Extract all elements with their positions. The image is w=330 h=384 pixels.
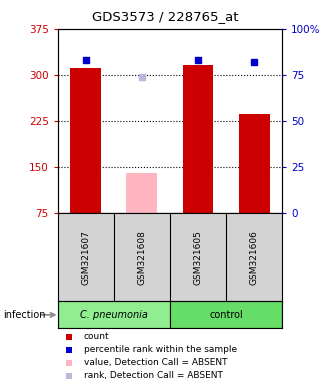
Text: rank, Detection Call = ABSENT: rank, Detection Call = ABSENT [84,371,223,380]
Bar [70,68,101,213]
Text: C. pneumonia: C. pneumonia [80,310,148,320]
Bar [170,301,282,328]
Text: percentile rank within the sample: percentile rank within the sample [84,345,237,354]
Bar [58,301,170,328]
Text: GSM321608: GSM321608 [137,230,147,285]
Bar [182,65,214,213]
Text: value, Detection Call = ABSENT: value, Detection Call = ABSENT [84,358,227,367]
Text: GDS3573 / 228765_at: GDS3573 / 228765_at [92,10,238,23]
Text: GSM321606: GSM321606 [249,230,259,285]
Text: control: control [209,310,243,320]
Bar [239,114,270,213]
Text: count: count [84,332,110,341]
Bar [126,173,157,213]
Text: infection: infection [3,310,46,320]
Text: GSM321605: GSM321605 [193,230,203,285]
Text: GSM321607: GSM321607 [81,230,90,285]
